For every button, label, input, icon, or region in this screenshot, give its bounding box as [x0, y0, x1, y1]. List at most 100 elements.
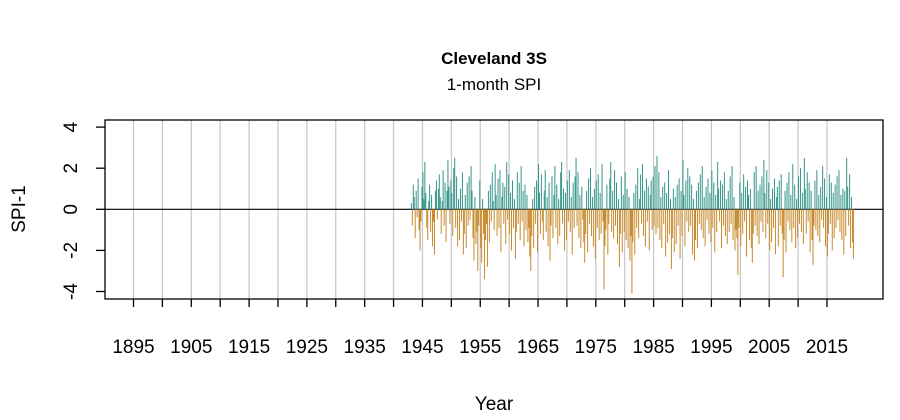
- spi-bar: [481, 209, 483, 263]
- spi-bar: [559, 209, 561, 237]
- spi-bar: [564, 192, 566, 210]
- spi-bar: [768, 182, 770, 210]
- spi-bar: [840, 194, 842, 210]
- spi-bar: [802, 209, 804, 245]
- spi-bar: [747, 180, 748, 210]
- spi-bar: [528, 209, 530, 228]
- spi-bar: [471, 190, 473, 210]
- spi-bar: [793, 209, 795, 228]
- spi-bar: [679, 209, 681, 259]
- x-axis-tick-label: 1935: [344, 337, 386, 358]
- spi-bar: [637, 168, 639, 210]
- x-axis-tick-label: 2005: [748, 337, 790, 358]
- spi-bar: [726, 209, 728, 245]
- spi-bar: [460, 209, 462, 222]
- spi-bar: [590, 168, 591, 210]
- spi-bar: [427, 209, 429, 241]
- spi-bar: [546, 196, 548, 210]
- spi-bar: [686, 209, 688, 222]
- spi-bar: [651, 209, 653, 230]
- y-axis-tick-label: 0: [61, 204, 82, 215]
- spi-bar: [442, 170, 444, 210]
- spi-bar: [411, 209, 413, 226]
- spi-bar: [739, 182, 741, 210]
- spi-bar: [592, 209, 594, 247]
- spi-bar: [767, 209, 769, 224]
- spi-bar: [521, 209, 523, 222]
- spi-bar: [707, 178, 709, 210]
- spi-bar: [514, 209, 516, 259]
- spi-bar: [628, 196, 630, 210]
- spi-bar: [605, 209, 607, 230]
- spi-bar: [800, 209, 802, 232]
- spi-bar: [447, 159, 449, 210]
- spi-bar: [647, 186, 649, 210]
- spi-bar: [712, 209, 714, 228]
- spi-bar: [441, 201, 443, 210]
- spi-bar: [590, 209, 592, 237]
- spi-bar: [615, 209, 617, 226]
- spi-bar: [826, 209, 828, 257]
- spi-bar: [743, 174, 745, 210]
- spi-bar: [526, 194, 528, 210]
- spi-bar: [522, 190, 524, 210]
- spi-bar: [477, 209, 479, 271]
- spi-bar: [418, 209, 420, 230]
- spi-bar: [589, 209, 591, 224]
- spi-bar: [622, 194, 624, 210]
- spi-bar: [624, 172, 626, 210]
- spi-bar: [760, 209, 762, 222]
- spi-bar: [720, 209, 722, 249]
- spi-bar: [552, 209, 554, 239]
- spi-bar: [632, 209, 634, 243]
- spi-bar: [543, 190, 545, 210]
- spi-bar: [596, 209, 598, 228]
- spi-bar: [523, 209, 525, 247]
- spi-bar: [819, 209, 821, 243]
- spi-bar: [709, 192, 711, 210]
- spi-bar: [410, 203, 412, 210]
- spi-bar: [683, 194, 685, 210]
- spi-bar: [694, 209, 696, 261]
- spi-bar: [426, 209, 428, 228]
- spi-bar: [422, 172, 424, 210]
- spi-bar: [631, 209, 633, 294]
- spi-bar: [812, 209, 814, 265]
- spi-bar: [545, 209, 547, 232]
- spi-bar: [634, 209, 636, 255]
- x-axis-label: Year: [475, 394, 514, 415]
- spi-bar: [606, 184, 608, 210]
- spi-bar: [667, 209, 669, 243]
- chart-subtitle: 1-month SPI: [447, 75, 542, 94]
- spi-bar: [815, 209, 817, 230]
- spi-bar: [505, 209, 507, 245]
- spi-bar: [462, 209, 464, 255]
- spi-bar: [681, 209, 683, 237]
- spi-bar: [757, 190, 759, 210]
- spi-bar: [582, 209, 584, 220]
- spi-bar: [457, 209, 459, 247]
- spi-bar: [772, 188, 774, 210]
- spi-bar: [670, 209, 672, 269]
- spi-bar: [645, 178, 647, 210]
- spi-bar: [572, 182, 574, 210]
- spi-bar: [501, 196, 503, 210]
- spi-bar: [782, 209, 784, 278]
- spi-bar: [836, 176, 838, 210]
- spi-bar: [496, 209, 498, 237]
- spi-bar: [657, 209, 659, 228]
- spi-bar: [417, 178, 419, 210]
- spi-bar: [539, 209, 541, 234]
- spi-bar: [668, 209, 670, 234]
- spi-bar: [516, 172, 518, 210]
- spi-bar: [425, 192, 427, 210]
- spi-bar: [489, 184, 491, 210]
- spi-bar: [731, 166, 733, 210]
- spi-bar: [696, 209, 698, 249]
- spi-bar: [789, 209, 791, 230]
- spi-bar: [412, 184, 414, 210]
- spi-bar: [413, 196, 415, 210]
- spi-bar: [479, 180, 481, 210]
- spi-bar: [416, 209, 418, 218]
